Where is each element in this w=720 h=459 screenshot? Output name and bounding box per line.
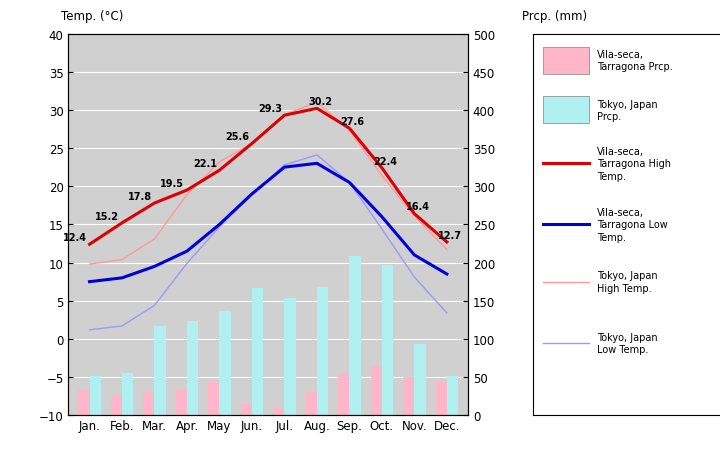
Text: 30.2: 30.2 bbox=[308, 97, 332, 107]
Text: Vila-seca,
Tarragona High
Temp.: Vila-seca, Tarragona High Temp. bbox=[598, 146, 671, 181]
Text: 22.4: 22.4 bbox=[373, 156, 397, 166]
Bar bbox=[447, 376, 458, 415]
Bar bbox=[371, 366, 382, 415]
Bar bbox=[436, 381, 447, 415]
Bar bbox=[143, 392, 155, 415]
Text: 29.3: 29.3 bbox=[258, 104, 282, 114]
Bar bbox=[382, 265, 393, 415]
Text: Vila-seca,
Tarragona Low
Temp.: Vila-seca, Tarragona Low Temp. bbox=[598, 207, 668, 242]
Bar bbox=[122, 373, 133, 415]
Bar bbox=[317, 287, 328, 415]
Bar bbox=[403, 377, 415, 415]
Bar bbox=[208, 381, 220, 415]
Text: Tokyo, Japan
High Temp.: Tokyo, Japan High Temp. bbox=[598, 271, 658, 293]
Text: 12.7: 12.7 bbox=[438, 230, 462, 240]
Bar bbox=[187, 321, 198, 415]
Text: Prcp. (mm): Prcp. (mm) bbox=[522, 10, 587, 23]
Bar bbox=[305, 392, 317, 415]
Bar bbox=[78, 389, 89, 415]
Text: 17.8: 17.8 bbox=[128, 191, 152, 202]
Bar bbox=[89, 376, 101, 415]
Bar bbox=[284, 298, 296, 415]
Bar bbox=[252, 288, 264, 415]
Text: 27.6: 27.6 bbox=[341, 117, 364, 127]
Text: 16.4: 16.4 bbox=[405, 202, 430, 212]
Text: Vila-seca,
Tarragona Prcp.: Vila-seca, Tarragona Prcp. bbox=[598, 50, 673, 72]
Bar bbox=[415, 345, 426, 415]
Text: Tokyo, Japan
Prcp.: Tokyo, Japan Prcp. bbox=[598, 100, 658, 122]
Bar bbox=[176, 389, 187, 415]
Bar bbox=[349, 256, 361, 415]
Text: Tokyo, Japan
Low Temp.: Tokyo, Japan Low Temp. bbox=[598, 332, 658, 354]
Text: 25.6: 25.6 bbox=[225, 132, 249, 142]
Bar bbox=[338, 374, 349, 415]
Bar bbox=[111, 396, 122, 415]
Text: 12.4: 12.4 bbox=[63, 232, 87, 242]
Text: 15.2: 15.2 bbox=[95, 211, 120, 221]
Bar bbox=[273, 408, 284, 415]
Bar bbox=[543, 48, 589, 74]
Bar bbox=[155, 326, 166, 415]
Bar bbox=[240, 404, 252, 415]
Bar bbox=[543, 97, 589, 124]
Text: 19.5: 19.5 bbox=[161, 179, 184, 188]
Text: Temp. (°C): Temp. (°C) bbox=[61, 10, 124, 23]
Text: 22.1: 22.1 bbox=[193, 158, 217, 168]
Bar bbox=[220, 311, 231, 415]
